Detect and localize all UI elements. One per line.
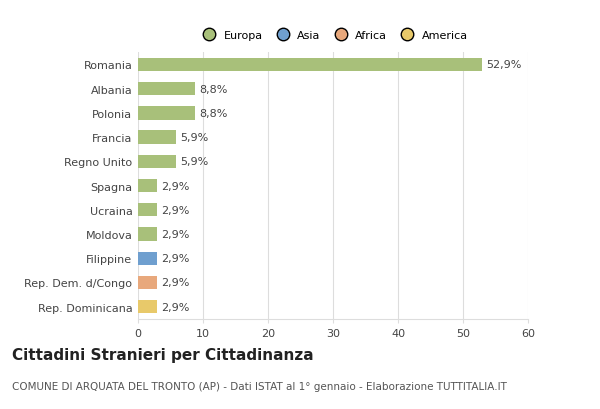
Text: 2,9%: 2,9%	[161, 254, 189, 263]
Bar	[138, 155, 176, 169]
Bar	[138, 228, 157, 241]
Bar	[138, 252, 157, 265]
Text: 8,8%: 8,8%	[199, 84, 227, 94]
Bar	[138, 131, 176, 144]
Text: 2,9%: 2,9%	[161, 278, 189, 288]
Bar	[138, 58, 482, 72]
Text: 5,9%: 5,9%	[180, 133, 209, 143]
Text: Cittadini Stranieri per Cittadinanza: Cittadini Stranieri per Cittadinanza	[12, 347, 314, 362]
Bar	[138, 276, 157, 290]
Bar	[138, 180, 157, 193]
Legend: Europa, Asia, Africa, America: Europa, Asia, Africa, America	[194, 27, 472, 46]
Bar	[138, 204, 157, 217]
Text: 2,9%: 2,9%	[161, 181, 189, 191]
Bar	[138, 107, 195, 120]
Text: 52,9%: 52,9%	[486, 60, 521, 70]
Text: COMUNE DI ARQUATA DEL TRONTO (AP) - Dati ISTAT al 1° gennaio - Elaborazione TUTT: COMUNE DI ARQUATA DEL TRONTO (AP) - Dati…	[12, 381, 507, 391]
Text: 5,9%: 5,9%	[180, 157, 209, 167]
Text: 2,9%: 2,9%	[161, 302, 189, 312]
Bar	[138, 300, 157, 314]
Text: 2,9%: 2,9%	[161, 229, 189, 239]
Text: 8,8%: 8,8%	[199, 109, 227, 119]
Bar	[138, 83, 195, 96]
Text: 2,9%: 2,9%	[161, 205, 189, 215]
